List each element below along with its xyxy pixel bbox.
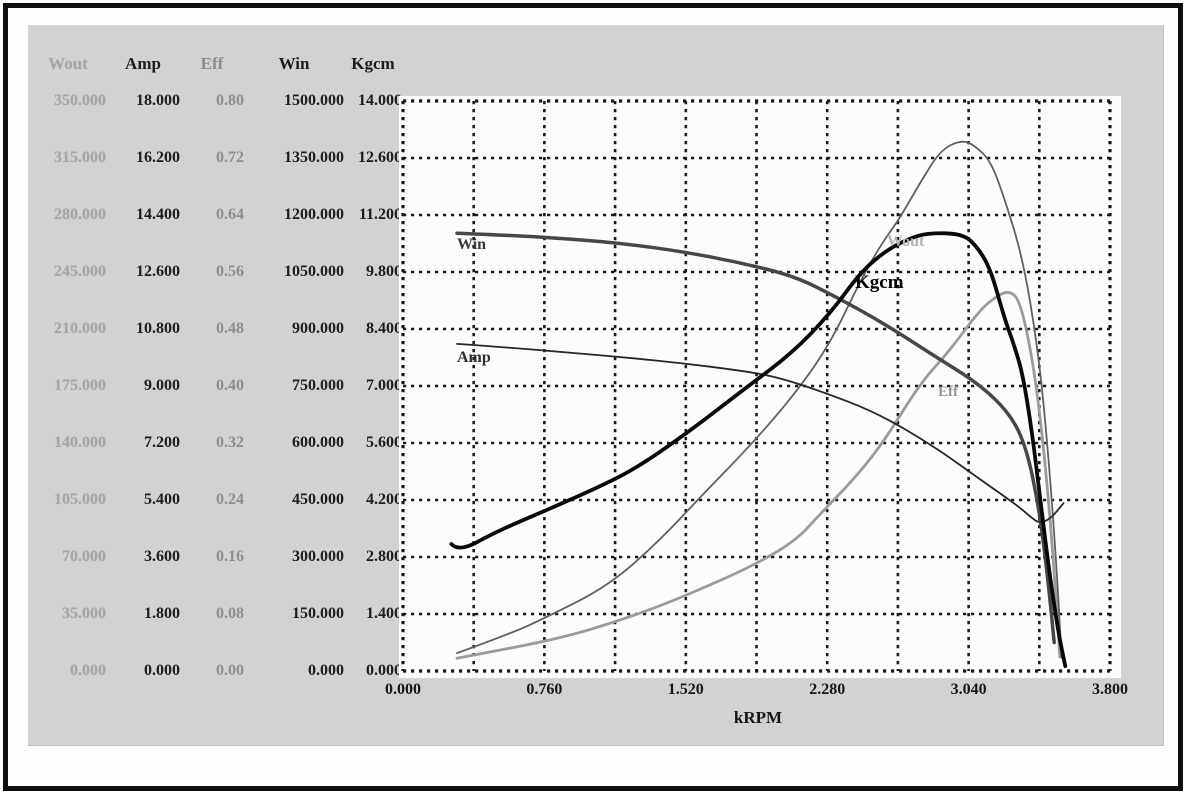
axis-scale-cell: 14.400 xyxy=(136,206,180,223)
axis-scale-cell: 10.800 xyxy=(136,320,180,337)
x-tick-label: 2.280 xyxy=(809,681,846,698)
axis-scale-cell: 1050.000 xyxy=(284,263,344,280)
wout-curve-label: Wout xyxy=(887,233,925,250)
x-tick-label: 1.520 xyxy=(667,681,704,698)
axis-scale-cell: 9.800 xyxy=(366,263,402,280)
axis-scale-cell: 35.000 xyxy=(62,605,106,622)
axis-scale-cell: 1.800 xyxy=(144,605,180,622)
axis-scale-row: 280.000 14.400 0.64 1200.000 11.200 xyxy=(30,205,402,225)
axis-scale-row: 245.000 12.600 0.56 1050.000 9.800 xyxy=(30,262,402,282)
axis-scale-cell: 0.24 xyxy=(216,491,244,508)
axis-scale-row: 175.000 9.000 0.40 750.000 7.000 xyxy=(30,376,402,396)
axis-scale-cell: 1350.000 xyxy=(284,149,344,166)
axis-scale-cell: 4.200 xyxy=(366,491,402,508)
axis-scale-cell: 150.000 xyxy=(292,605,344,622)
axis-scale-row: 350.000 18.000 0.80 1500.000 14.000 xyxy=(30,91,402,111)
axis-scale-row: 70.000 3.600 0.16 300.000 2.800 xyxy=(30,547,402,567)
axis-scale-cell: 900.000 xyxy=(292,320,344,337)
plot-background xyxy=(399,96,1121,678)
axis-scale-cell: 3.600 xyxy=(144,548,180,565)
axis-header-win: Win xyxy=(278,54,310,73)
chart-panel: Wout Amp Eff Win Kgcm 350.000 18.000 0.80 1500.… xyxy=(28,25,1164,746)
axis-scale-cell: 18.000 xyxy=(136,92,180,109)
axis-scale-cell: 7.200 xyxy=(144,434,180,451)
axis-header-eff: Eff xyxy=(200,54,224,73)
axis-scale-cell: 0.000 xyxy=(366,662,402,679)
axis-scale-cell: 0.00 xyxy=(216,662,244,679)
axis-header-amp: Amp xyxy=(125,54,161,73)
axis-scale-cell: 0.80 xyxy=(216,92,244,109)
axis-scale-cell: 450.000 xyxy=(292,491,344,508)
axis-header-kgcm: Kgcm xyxy=(351,54,395,73)
axis-scale-cell: 0.48 xyxy=(216,320,244,337)
axis-scale-cell: 5.400 xyxy=(144,491,180,508)
axis-scale-cell: 1200.000 xyxy=(284,206,344,223)
x-tick-label: 0.760 xyxy=(526,681,563,698)
axis-scale-row: 35.000 1.800 0.08 150.000 1.400 xyxy=(30,604,402,624)
axis-scale-row: 140.000 7.200 0.32 600.000 5.600 xyxy=(30,433,402,453)
outer-frame: Wout Amp Eff Win Kgcm 350.000 18.000 0.80 1500.… xyxy=(3,3,1183,791)
axis-scale-cell: 280.000 xyxy=(54,206,106,223)
wout-curve xyxy=(456,140,1063,659)
kgcm-curve xyxy=(449,231,1068,668)
amp-curve-label: Amp xyxy=(457,349,491,366)
axis-scale-cell: 9.000 xyxy=(144,377,180,394)
eff-curve-label: Eff xyxy=(938,384,959,400)
axis-scale-cell: 0.72 xyxy=(216,149,244,166)
axis-scale-cell: 0.40 xyxy=(216,377,244,394)
axis-scale-cell: 350.000 xyxy=(54,92,106,109)
axis-scale-cell: 0.000 xyxy=(70,662,106,679)
axis-scale-cell: 0.000 xyxy=(308,662,344,679)
axis-scale-cell: 2.800 xyxy=(366,548,402,565)
axis-scale-cell: 175.000 xyxy=(54,377,106,394)
axis-scale-cell: 14.000 xyxy=(358,92,402,109)
axis-scale-cell: 105.000 xyxy=(54,491,106,508)
axis-scale-cell: 140.000 xyxy=(54,434,106,451)
axis-scale-cell: 11.200 xyxy=(358,206,402,223)
axis-scale-cell: 70.000 xyxy=(62,548,106,565)
axis-header-wout: Wout xyxy=(48,54,88,73)
axis-scale-cell: 12.600 xyxy=(358,149,402,166)
kgcm-curve-label: Kgcm xyxy=(855,272,904,293)
amp-curve xyxy=(456,343,1065,523)
axis-scale-table: Wout Amp Eff Win Kgcm 350.000 18.000 0.80 1500.… xyxy=(30,25,432,725)
axis-scale-cell: 0.56 xyxy=(216,263,244,280)
win-curve-label: Win xyxy=(457,236,486,253)
x-axis-label: kRPM xyxy=(733,708,783,727)
axis-scale-cell: 7.000 xyxy=(366,377,402,394)
axis-scale-cell: 8.400 xyxy=(366,320,402,337)
axis-scale-cell: 16.200 xyxy=(136,149,180,166)
axis-scale-cell: 600.000 xyxy=(292,434,344,451)
axis-table-header: Wout Amp Eff Win Kgcm xyxy=(30,54,402,74)
axis-scale-row: 315.000 16.200 0.72 1350.000 12.600 xyxy=(30,148,402,168)
axis-scale-cell: 0.08 xyxy=(216,605,244,622)
x-tick-label: 3.040 xyxy=(950,681,987,698)
axis-scale-cell: 1.400 xyxy=(366,605,402,622)
axis-scale-row: 0.000 0.000 0.00 0.000 0.000 xyxy=(30,661,402,681)
x-tick-label: 0.000 xyxy=(385,681,421,698)
axis-scale-row: 105.000 5.400 0.24 450.000 4.200 xyxy=(30,490,402,510)
axis-scale-cell: 210.000 xyxy=(54,320,106,337)
axis-scale-cell: 300.000 xyxy=(292,548,344,565)
axis-scale-cell: 0.32 xyxy=(216,434,244,451)
axis-scale-cell: 0.16 xyxy=(216,548,244,565)
axis-scale-cell: 1500.000 xyxy=(284,92,344,109)
axis-scale-cell: 0.000 xyxy=(144,662,180,679)
eff-curve xyxy=(455,291,1062,660)
axis-scale-cell: 12.600 xyxy=(136,263,180,280)
win-curve xyxy=(455,231,1056,645)
axis-scale-cell: 245.000 xyxy=(54,263,106,280)
x-tick-label: 3.800 xyxy=(1092,681,1128,698)
axis-scale-cell: 315.000 xyxy=(54,149,106,166)
x-axis-ticks: 0.000 0.760 1.520 2.280 3.040 3.800 xyxy=(28,681,1163,703)
plot-area: Eff Wout Win Amp Kgcm xyxy=(399,96,1121,678)
axis-scale-cell: 750.000 xyxy=(292,377,344,394)
axis-scale-row: 210.000 10.800 0.48 900.000 8.400 xyxy=(30,319,402,339)
axis-scale-cell: 5.600 xyxy=(366,434,402,451)
axis-scale-cell: 0.64 xyxy=(216,206,244,223)
